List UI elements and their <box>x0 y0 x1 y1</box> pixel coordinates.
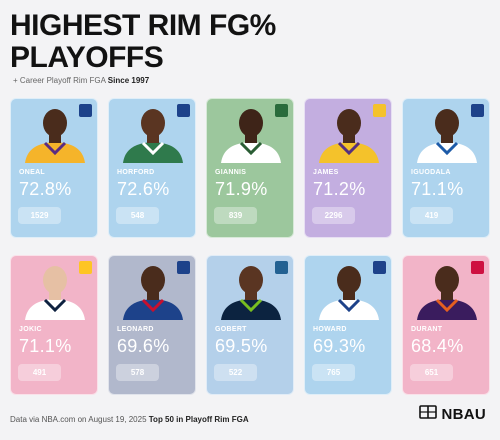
nba-logo-icon <box>177 104 190 117</box>
nba-logo-icon <box>471 104 484 117</box>
player-photo <box>305 99 391 163</box>
rim-fg-pct: 69.3% <box>313 336 366 356</box>
player-card: HOWARD 69.3% 765 <box>304 255 392 395</box>
brand-name: NBAU <box>441 405 486 423</box>
rim-fg-pct: 72.8% <box>19 179 72 199</box>
player-name: GIANNIS <box>215 169 247 176</box>
player-photo <box>11 99 97 163</box>
rim-fg-pct: 72.6% <box>117 179 170 199</box>
player-photo <box>109 99 195 163</box>
title-line-1: HIGHEST RIM FG% <box>10 9 276 42</box>
rim-fga-badge: 2296 <box>312 207 355 224</box>
player-name: GOBERT <box>215 326 247 333</box>
rim-fg-pct: 71.1% <box>411 179 464 199</box>
player-grid: ONEAL 72.8% 1529 HORFORD 72.6% 548 GIANNIS 71.9… <box>10 98 490 395</box>
rockets-logo-icon <box>471 261 484 274</box>
player-card: GIANNIS 71.9% 839 <box>206 98 294 238</box>
rim-fg-pct: 69.5% <box>215 336 268 356</box>
nba-logo-icon <box>373 261 386 274</box>
footer-source: Data via NBA.com on August 19, 2025 <box>10 415 147 424</box>
rim-fga-badge: 651 <box>410 364 453 381</box>
rim-fg-pct: 71.1% <box>19 336 72 356</box>
player-name: ONEAL <box>19 169 45 176</box>
brand: NBAU <box>419 404 486 424</box>
wolves-logo-icon <box>275 261 288 274</box>
player-card: JOKIC 71.1% 491 <box>10 255 98 395</box>
footer-bold: Top 50 in Playoff Rim FGA <box>148 415 249 424</box>
rim-fga-badge: 522 <box>214 364 257 381</box>
clippers-logo-icon <box>177 261 190 274</box>
player-card: DURANT 68.4% 651 <box>402 255 490 395</box>
nba-logo-icon <box>79 104 92 117</box>
rim-fg-pct: 69.6% <box>117 336 170 356</box>
rim-fg-pct: 68.4% <box>411 336 464 356</box>
brand-logo-icon <box>419 404 438 424</box>
player-card: ONEAL 72.8% 1529 <box>10 98 98 238</box>
player-photo <box>109 256 195 320</box>
player-photo <box>207 256 293 320</box>
player-card: JAMES 71.2% 2296 <box>304 98 392 238</box>
bucks-logo-icon <box>275 104 288 117</box>
footer: Data via NBA.com on August 19, 2025 Top … <box>10 415 249 424</box>
player-name: HORFORD <box>117 169 155 176</box>
page-title: HIGHEST RIM FG% PLAYOFFS <box>10 10 276 74</box>
player-name: IGUODALA <box>411 169 451 176</box>
player-card: LEONARD 69.6% 578 <box>108 255 196 395</box>
player-photo <box>403 99 489 163</box>
player-card: HORFORD 72.6% 548 <box>108 98 196 238</box>
rim-fg-pct: 71.9% <box>215 179 268 199</box>
lakers-logo-icon <box>373 104 386 117</box>
player-photo <box>11 256 97 320</box>
subtitle-text: + Career Playoff Rim FGA <box>13 76 106 85</box>
player-photo <box>403 256 489 320</box>
rim-fga-badge: 765 <box>312 364 355 381</box>
player-card: IGUODALA 71.1% 419 <box>402 98 490 238</box>
player-photo <box>305 256 391 320</box>
title-line-2: PLAYOFFS <box>10 41 164 74</box>
rim-fga-badge: 578 <box>116 364 159 381</box>
player-name: DURANT <box>411 326 443 333</box>
rim-fga-badge: 548 <box>116 207 159 224</box>
player-name: LEONARD <box>117 326 154 333</box>
player-name: JOKIC <box>19 326 42 333</box>
rim-fga-badge: 491 <box>18 364 61 381</box>
nuggets-logo-icon <box>79 261 92 274</box>
player-card: GOBERT 69.5% 522 <box>206 255 294 395</box>
player-name: HOWARD <box>313 326 347 333</box>
subtitle-bold: Since 1997 <box>107 76 150 85</box>
rim-fga-badge: 1529 <box>18 207 61 224</box>
rim-fg-pct: 71.2% <box>313 179 366 199</box>
rim-fga-badge: 419 <box>410 207 453 224</box>
player-photo <box>207 99 293 163</box>
subtitle: + Career Playoff Rim FGA Since 1997 <box>13 76 149 85</box>
player-name: JAMES <box>313 169 339 176</box>
rim-fga-badge: 839 <box>214 207 257 224</box>
